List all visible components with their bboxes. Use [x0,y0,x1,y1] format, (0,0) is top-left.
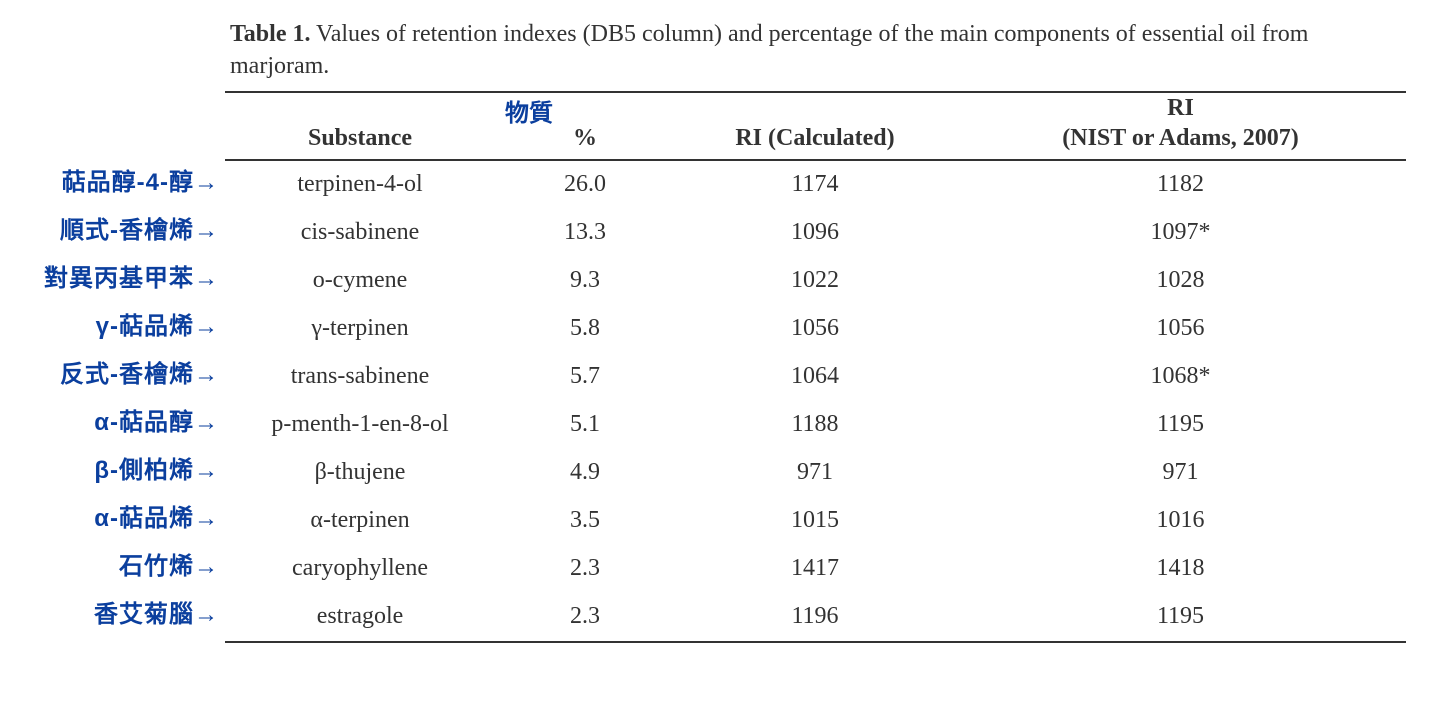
cell-percent: 4.9 [495,459,675,486]
table-row: β-thujene4.9971971 [225,449,1406,497]
header-ri-nist-line2: (NIST or Adams, 2007) [1062,125,1298,151]
table-row: γ-terpinen5.810561056 [225,305,1406,353]
cell-substance: terpinen-4-ol [225,171,495,198]
cell-ri-calc: 1022 [675,267,955,294]
annotation-label: 萜品醇-4-醇→ [0,159,225,207]
cell-ri-calc: 1174 [675,171,955,198]
header-ri-nist-line1: RI [1167,95,1194,121]
table-header-row: Substance % RI (Calculated) RI (NIST or … [225,93,1406,161]
cell-ri-calc: 1056 [675,315,955,342]
cell-percent: 9.3 [495,267,675,294]
cell-ri-nist: 1068* [955,363,1406,390]
annotation-label: 石竹烯→ [0,543,225,591]
cell-ri-nist: 971 [955,459,1406,486]
annotation-label: 香艾菊腦→ [0,591,225,639]
cell-substance: caryophyllene [225,555,495,582]
table-layout: 萜品醇-4-醇→順式-香檜烯→對異丙基甲苯→γ-萜品烯→反式-香檜烯→α-萜品醇… [0,91,1446,643]
table-row: α-terpinen3.510151016 [225,497,1406,545]
cell-percent: 3.5 [495,507,675,534]
cell-ri-calc: 1064 [675,363,955,390]
cell-percent: 2.3 [495,603,675,630]
header-ri-nist: RI (NIST or Adams, 2007) [955,93,1406,159]
annotation-label: γ-萜品烯→ [0,303,225,351]
annotation-label: 順式-香檜烯→ [0,207,225,255]
cell-percent: 5.8 [495,315,675,342]
table-row: estragole2.311961195 [225,593,1406,641]
cell-ri-nist: 1418 [955,555,1406,582]
table-row: caryophyllene2.314171418 [225,545,1406,593]
cell-substance: p-menth-1-en-8-ol [225,411,495,438]
table-wrapper: 萜品醇-4-醇→順式-香檜烯→對異丙基甲苯→γ-萜品烯→反式-香檜烯→α-萜品醇… [0,91,1446,643]
table-row: o-cymene9.310221028 [225,257,1406,305]
table-row: terpinen-4-ol26.011741182 [225,161,1406,209]
table-caption: Table 1. Values of retention indexes (DB… [230,18,1406,83]
table-container: Table 1. Values of retention indexes (DB… [0,18,1446,643]
cell-ri-calc: 1417 [675,555,955,582]
cell-ri-calc: 1196 [675,603,955,630]
cell-ri-calc: 1188 [675,411,955,438]
caption-label: Table 1. [230,21,310,47]
header-ri-calc: RI (Calculated) [675,123,955,159]
table-row: p-menth-1-en-8-ol5.111881195 [225,401,1406,449]
cell-ri-nist: 1016 [955,507,1406,534]
cell-percent: 13.3 [495,219,675,246]
cell-ri-nist: 1195 [955,603,1406,630]
cell-substance: estragole [225,603,495,630]
cell-percent: 26.0 [495,171,675,198]
caption-text: Values of retention indexes (DB5 column)… [230,21,1308,79]
cell-ri-calc: 1015 [675,507,955,534]
cell-substance: β-thujene [225,459,495,486]
cell-substance: γ-terpinen [225,315,495,342]
cell-ri-calc: 1096 [675,219,955,246]
annotation-label: 對異丙基甲苯→ [0,255,225,303]
cell-percent: 5.1 [495,411,675,438]
annotations-column: 萜品醇-4-醇→順式-香檜烯→對異丙基甲苯→γ-萜品烯→反式-香檜烯→α-萜品醇… [0,91,225,639]
table-row: trans-sabinene5.710641068* [225,353,1406,401]
cell-substance: cis-sabinene [225,219,495,246]
header-percent: % [495,123,675,159]
cell-ri-nist: 1097* [955,219,1406,246]
annotation-label: α-萜品醇→ [0,399,225,447]
header-substance: Substance [225,123,495,159]
annotation-header-text: 物質 [505,93,553,128]
main-table: 物質 Substance % RI (Calculated) RI (NIST … [225,91,1406,643]
cell-ri-nist: 1182 [955,171,1406,198]
cell-ri-calc: 971 [675,459,955,486]
annotation-label: β-側柏烯→ [0,447,225,495]
cell-percent: 5.7 [495,363,675,390]
cell-ri-nist: 1056 [955,315,1406,342]
annotation-label: 反式-香檜烯→ [0,351,225,399]
cell-substance: o-cymene [225,267,495,294]
cell-ri-nist: 1028 [955,267,1406,294]
cell-ri-nist: 1195 [955,411,1406,438]
cell-percent: 2.3 [495,555,675,582]
table-body: terpinen-4-ol26.011741182cis-sabinene13.… [225,161,1406,641]
table-row: cis-sabinene13.310961097* [225,209,1406,257]
cell-substance: α-terpinen [225,507,495,534]
cell-substance: trans-sabinene [225,363,495,390]
annotation-label: α-萜品烯→ [0,495,225,543]
